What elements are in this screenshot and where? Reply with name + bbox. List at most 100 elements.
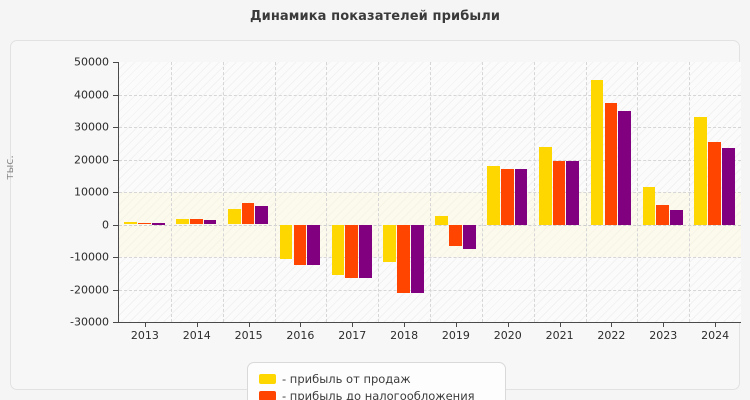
y-tick-mark (113, 224, 118, 226)
y-tick-label: 0 (102, 218, 109, 231)
gridline-vertical (326, 62, 328, 322)
y-tick-mark (113, 94, 118, 96)
bar[interactable] (151, 222, 165, 225)
chart-legend: - прибыль от продаж - прибыль до налогоо… (247, 362, 506, 400)
y-tick-label: 40000 (74, 88, 109, 101)
y-tick-mark (113, 192, 118, 193)
bar[interactable] (435, 216, 448, 225)
y-axis-label: тыс. (2, 155, 16, 180)
y-tick-label: -20000 (70, 283, 109, 296)
bar[interactable] (331, 224, 345, 275)
bar[interactable] (189, 219, 203, 225)
gridline-vertical (430, 62, 431, 322)
bar[interactable] (410, 224, 424, 293)
x-tick-mark (196, 322, 198, 327)
x-tick-mark (455, 322, 457, 327)
x-tick-mark (248, 322, 250, 327)
x-tick-mark (300, 322, 302, 327)
y-axis-line (118, 62, 119, 323)
legend-item-sales-profit[interactable]: - прибыль от продаж (259, 370, 495, 387)
bar[interactable] (514, 169, 528, 225)
x-tick-label: 2017 (338, 329, 367, 342)
y-tick-label: 50000 (74, 55, 109, 69)
legend-item-label: - прибыль от продаж (282, 371, 411, 386)
x-tick-mark (404, 322, 406, 327)
x-tick-mark (507, 322, 509, 327)
gridline-vertical (274, 62, 276, 322)
y-tick-mark (113, 62, 118, 63)
bar[interactable] (449, 224, 462, 246)
bar[interactable] (359, 224, 372, 279)
bar[interactable] (138, 222, 151, 225)
bar[interactable] (255, 206, 269, 225)
bar[interactable] (670, 209, 683, 225)
bar[interactable] (462, 224, 476, 249)
y-tick-label: -10000 (70, 250, 109, 264)
x-tick-label: 2024 (701, 329, 730, 342)
legend-swatch-icon (259, 373, 276, 384)
bar[interactable] (538, 146, 552, 225)
x-tick-label: 2019 (441, 329, 470, 342)
chart-panel: тыс. 50000 40000 30000 20000 10000 0 -10000 -20… (3, 40, 741, 400)
bar[interactable] (552, 161, 566, 225)
x-tick-mark (611, 322, 613, 327)
x-axis-line (118, 322, 741, 323)
y-tick-mark (113, 322, 118, 323)
bar[interactable] (176, 218, 189, 225)
x-tick-mark (663, 322, 665, 327)
bar[interactable] (656, 205, 670, 225)
legend-item-pretax-profit[interactable]: - прибыль до налогообложения (259, 387, 495, 400)
bar[interactable] (203, 220, 217, 225)
bar[interactable] (307, 224, 321, 266)
bar[interactable] (241, 202, 255, 225)
bar[interactable] (721, 148, 735, 225)
bar[interactable] (708, 141, 721, 225)
bar[interactable] (124, 222, 137, 225)
gridline-vertical (481, 62, 483, 322)
y-tick-mark (113, 257, 118, 258)
bar[interactable] (590, 79, 604, 225)
x-tick-mark (352, 322, 354, 327)
bar[interactable] (604, 102, 618, 225)
legend-item-label: - прибыль до налогообложения (282, 388, 475, 400)
x-tick-label: 2018 (390, 329, 419, 342)
x-tick-label: 2014 (182, 329, 211, 342)
y-tick-mark (113, 159, 118, 161)
bar[interactable] (642, 187, 656, 225)
x-tick-label: 2013 (130, 329, 159, 342)
y-tick-label: 10000 (74, 185, 109, 199)
x-tick-label: 2016 (286, 329, 315, 342)
bar[interactable] (566, 161, 580, 225)
bar[interactable] (397, 224, 410, 293)
gridline-vertical (637, 62, 639, 322)
gridline-vertical (170, 62, 172, 322)
bar[interactable] (345, 224, 359, 279)
bar[interactable] (279, 224, 293, 259)
gridline-vertical (533, 62, 535, 322)
bar[interactable] (227, 208, 241, 225)
y-tick-label: 20000 (74, 153, 109, 166)
x-tick-label: 2021 (545, 329, 574, 342)
y-tick-mark (113, 289, 118, 291)
legend-swatch-icon (259, 390, 276, 400)
gridline-vertical (689, 62, 691, 322)
bar[interactable] (383, 224, 397, 262)
page-title: Динамика показателей прибыли (249, 9, 501, 24)
x-tick-label: 2020 (493, 329, 522, 342)
bar[interactable] (618, 110, 632, 225)
plot-area-wrapper (119, 62, 741, 322)
bar[interactable] (487, 166, 500, 225)
bar[interactable] (293, 224, 307, 266)
x-tick-label: 2015 (234, 329, 263, 342)
y-tick-mark (113, 127, 118, 128)
x-tick-mark (144, 322, 146, 327)
bar[interactable] (694, 117, 708, 225)
x-tick-mark (559, 322, 561, 327)
y-tick-label: -30000 (70, 315, 109, 329)
gridline-vertical (222, 62, 224, 322)
y-tick-label: 30000 (74, 120, 109, 134)
x-tick-label: 2023 (649, 329, 678, 342)
gridline-vertical (378, 62, 380, 322)
bar[interactable] (500, 169, 514, 225)
